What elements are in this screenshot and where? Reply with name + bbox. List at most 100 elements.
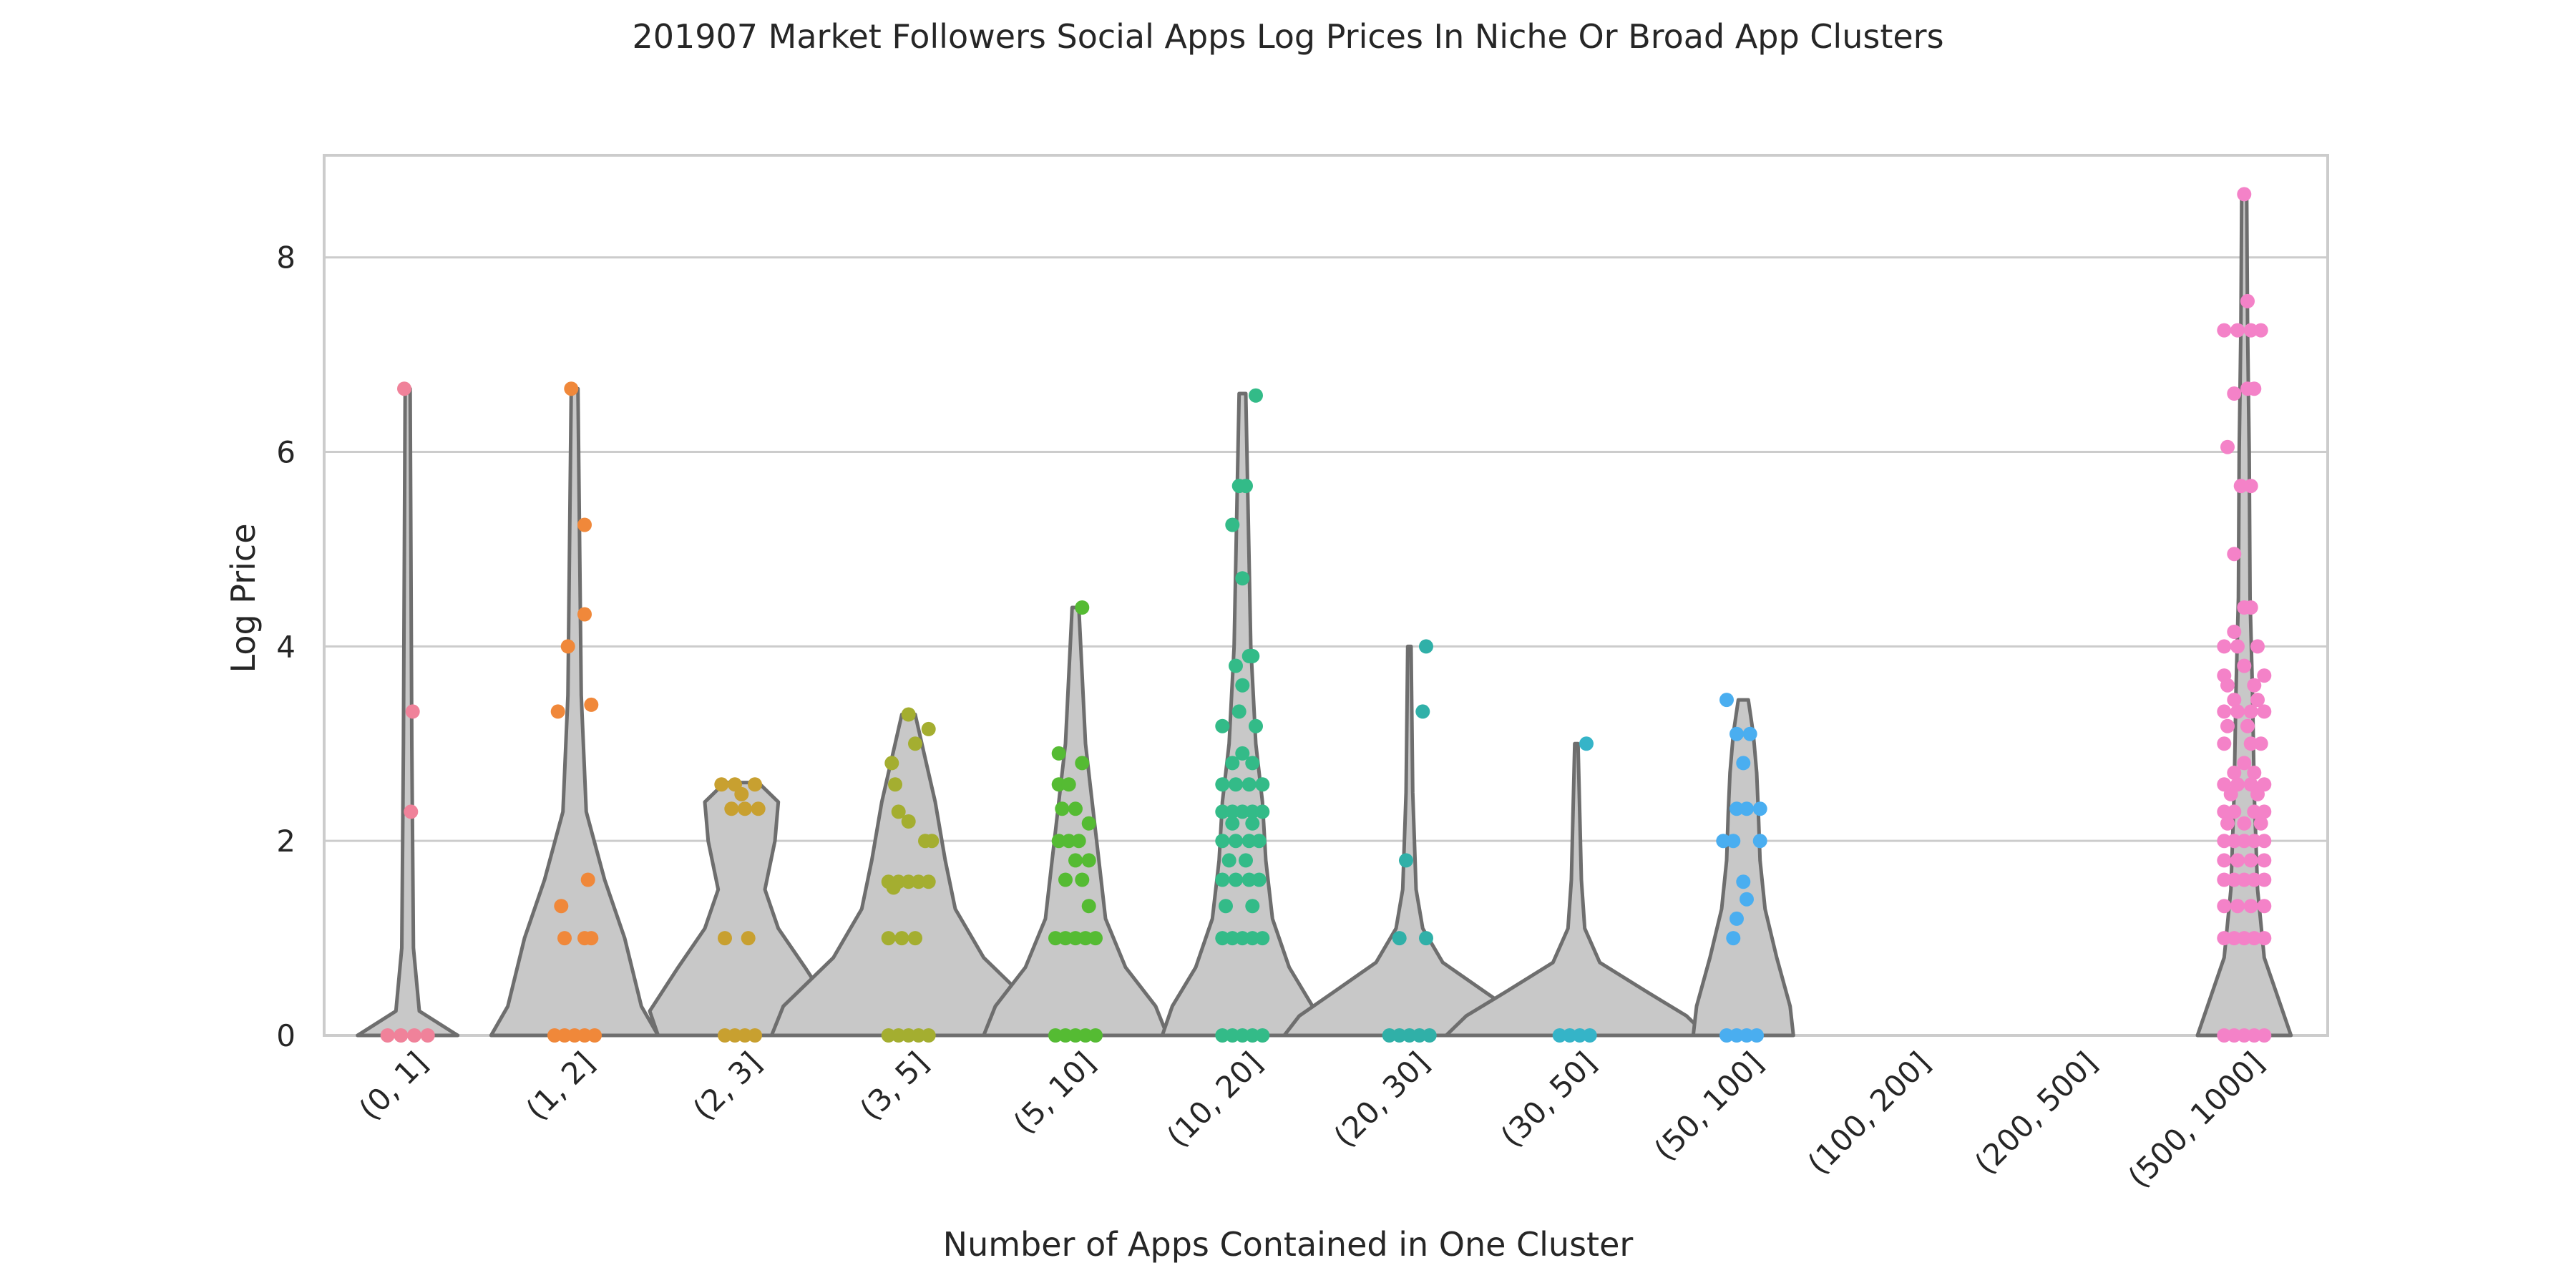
data-point xyxy=(577,1028,592,1043)
data-point xyxy=(738,1028,752,1043)
data-point xyxy=(1245,1028,1260,1043)
data-point xyxy=(1088,1028,1103,1043)
data-point xyxy=(1225,816,1240,831)
violin xyxy=(2195,192,2293,1038)
x-tick-label: (3, 5] xyxy=(853,1045,935,1126)
data-point xyxy=(1235,571,1250,586)
data-point xyxy=(2217,834,2232,849)
data-point xyxy=(2237,816,2252,831)
x-tick-label: (100, 200] xyxy=(1801,1045,1937,1181)
data-point xyxy=(2257,899,2272,914)
data-point xyxy=(1415,704,1430,719)
data-point xyxy=(2230,777,2245,792)
data-point xyxy=(1252,834,1267,849)
data-point xyxy=(1740,801,1754,816)
data-point xyxy=(1579,736,1594,751)
data-point xyxy=(2257,1028,2272,1043)
data-point xyxy=(748,777,762,792)
data-point xyxy=(1736,874,1751,889)
data-point xyxy=(1245,816,1260,831)
data-point xyxy=(1229,834,1243,849)
data-point xyxy=(2243,853,2258,868)
data-point xyxy=(886,880,901,895)
data-point xyxy=(2217,931,2232,946)
data-point xyxy=(2237,658,2252,673)
data-point xyxy=(1736,756,1751,771)
x-tick-label: (1, 2] xyxy=(519,1045,601,1126)
data-point xyxy=(404,804,419,819)
data-point xyxy=(1221,853,1236,868)
data-point xyxy=(1239,853,1253,868)
data-point xyxy=(1249,718,1263,733)
data-point xyxy=(1392,931,1407,946)
data-point xyxy=(2220,718,2235,733)
data-point xyxy=(1071,834,1086,849)
data-point xyxy=(2217,899,2232,914)
data-point xyxy=(1235,678,1250,693)
data-point xyxy=(2243,736,2258,751)
data-point xyxy=(2243,704,2258,719)
data-point xyxy=(2217,323,2232,338)
data-point xyxy=(2237,187,2252,202)
data-point xyxy=(1235,746,1250,761)
data-point xyxy=(1215,804,1230,819)
data-point xyxy=(1231,704,1246,719)
data-point xyxy=(1075,756,1090,771)
data-point xyxy=(580,872,595,887)
data-point xyxy=(2243,600,2258,615)
data-point xyxy=(2227,1028,2242,1043)
data-point xyxy=(584,931,599,946)
data-point xyxy=(924,834,940,849)
data-point xyxy=(1740,892,1754,907)
data-point xyxy=(1225,517,1240,532)
data-point xyxy=(394,1028,409,1043)
data-point xyxy=(1729,911,1744,926)
data-point xyxy=(2247,931,2262,946)
data-point xyxy=(1081,853,1096,868)
data-point xyxy=(1419,931,1433,946)
data-point xyxy=(1061,777,1076,792)
data-point xyxy=(1215,718,1230,733)
x-tick-label: (2, 3] xyxy=(686,1045,768,1126)
data-point xyxy=(714,777,729,792)
data-point xyxy=(1726,931,1741,946)
data-point xyxy=(2257,872,2272,887)
data-point xyxy=(2227,547,2242,562)
data-point xyxy=(2257,777,2272,792)
data-point xyxy=(1399,853,1413,868)
data-point xyxy=(728,1028,742,1043)
data-point xyxy=(407,1028,421,1043)
data-point xyxy=(560,639,575,654)
data-point xyxy=(751,801,766,816)
data-point xyxy=(1552,1028,1567,1043)
y-tick-label: 6 xyxy=(276,435,296,470)
data-point xyxy=(1215,777,1230,792)
data-point xyxy=(1075,872,1090,887)
data-point xyxy=(554,899,569,914)
data-point xyxy=(2217,736,2232,751)
data-point xyxy=(2227,693,2242,708)
data-point xyxy=(1235,931,1250,946)
data-point xyxy=(1051,777,1066,792)
data-point xyxy=(2257,804,2272,819)
y-tick-label: 8 xyxy=(276,240,296,275)
data-point xyxy=(587,1028,602,1043)
data-point xyxy=(577,517,592,532)
x-tick-label: (50, 100] xyxy=(1647,1045,1770,1167)
data-point xyxy=(1252,872,1267,887)
data-point xyxy=(1225,1028,1240,1043)
data-point xyxy=(2217,1028,2232,1043)
x-tick-label: (500, 1000] xyxy=(2121,1045,2270,1194)
data-point xyxy=(2227,872,2242,887)
data-point xyxy=(921,874,936,889)
data-point xyxy=(1752,801,1767,816)
data-point xyxy=(1075,600,1090,615)
data-point xyxy=(738,801,752,816)
data-point xyxy=(1245,648,1260,663)
data-point xyxy=(2237,931,2252,946)
data-point xyxy=(2243,777,2258,792)
data-point xyxy=(2257,834,2272,849)
data-point xyxy=(884,756,899,771)
data-point xyxy=(901,1028,916,1043)
